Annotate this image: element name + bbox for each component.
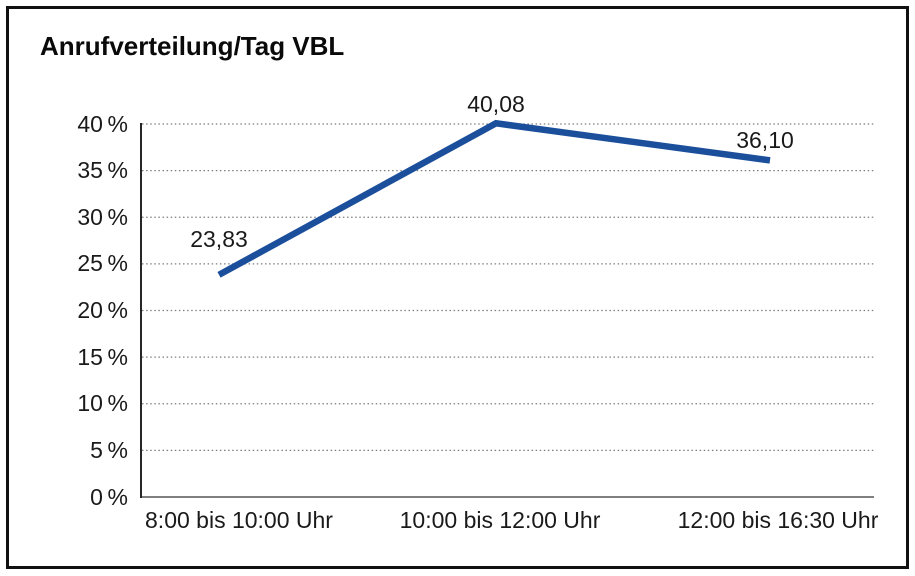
x-category-label: 12:00 bis 16:30 Uhr (677, 507, 879, 533)
data-line (217, 119, 771, 278)
chart-title: Anrufverteilung/Tag VBL (40, 31, 345, 61)
y-tick-label: 5 % (90, 436, 128, 463)
x-category-label: 8:00 bis 10:00 Uhr (145, 507, 333, 533)
y-tick-label: 25 % (77, 250, 128, 277)
y-tick-label: 20 % (77, 297, 128, 323)
y-tick-label: 10 % (77, 390, 128, 417)
data-point-label: 23,83 (190, 225, 248, 252)
y-tick-label: 40 % (77, 110, 128, 137)
y-tick-label: 15 % (77, 343, 128, 370)
x-category-label: 10:00 bis 12:00 Uhr (399, 507, 601, 533)
data-point-label: 40,08 (467, 91, 525, 118)
data-point-label: 36,10 (736, 127, 794, 154)
y-tick-label: 0 % (90, 483, 128, 510)
y-tick-label: 30 % (77, 203, 128, 230)
y-tick-label: 35 % (77, 157, 128, 184)
